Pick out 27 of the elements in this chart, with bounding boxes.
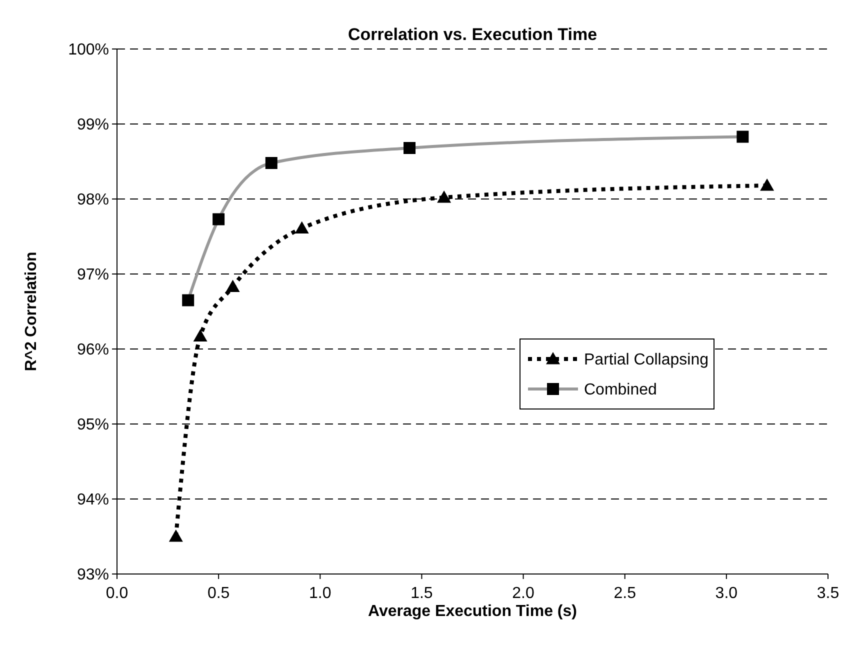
x-axis-title: Average Execution Time (s) — [368, 603, 577, 620]
y-axis-title: R^2 Correlation — [23, 252, 40, 372]
x-tick-label: 2.5 — [614, 585, 636, 602]
x-tick-label: 1.5 — [410, 585, 433, 602]
x-tick-label: 1.0 — [309, 585, 332, 602]
y-tick-label: 94% — [76, 492, 109, 509]
y-tick-label: 99% — [76, 116, 109, 134]
legend-label: Partial Collapsing — [584, 352, 709, 369]
point — [760, 178, 774, 191]
x-tick-label: 0.5 — [207, 585, 230, 602]
y-tick-label: 93% — [76, 566, 109, 584]
point — [168, 530, 183, 542]
point — [226, 280, 240, 292]
y-tick-label: 95% — [76, 416, 109, 434]
point — [193, 329, 208, 342]
y-tick-label: 97% — [76, 266, 109, 284]
chart-title: Correlation vs. Execution Time — [348, 25, 598, 44]
point — [437, 190, 452, 203]
legend-label: Combined — [584, 382, 657, 399]
x-tick-label: 3.5 — [816, 585, 840, 602]
x-tick-label: 3.0 — [715, 585, 738, 602]
x-tick-label: 0.0 — [106, 585, 128, 602]
y-tick-label: 96% — [76, 342, 109, 359]
y-tick-label: 100% — [68, 42, 109, 59]
y-tick-label: 98% — [76, 192, 109, 209]
x-tick-label: 2.0 — [512, 585, 535, 602]
point — [294, 221, 309, 234]
